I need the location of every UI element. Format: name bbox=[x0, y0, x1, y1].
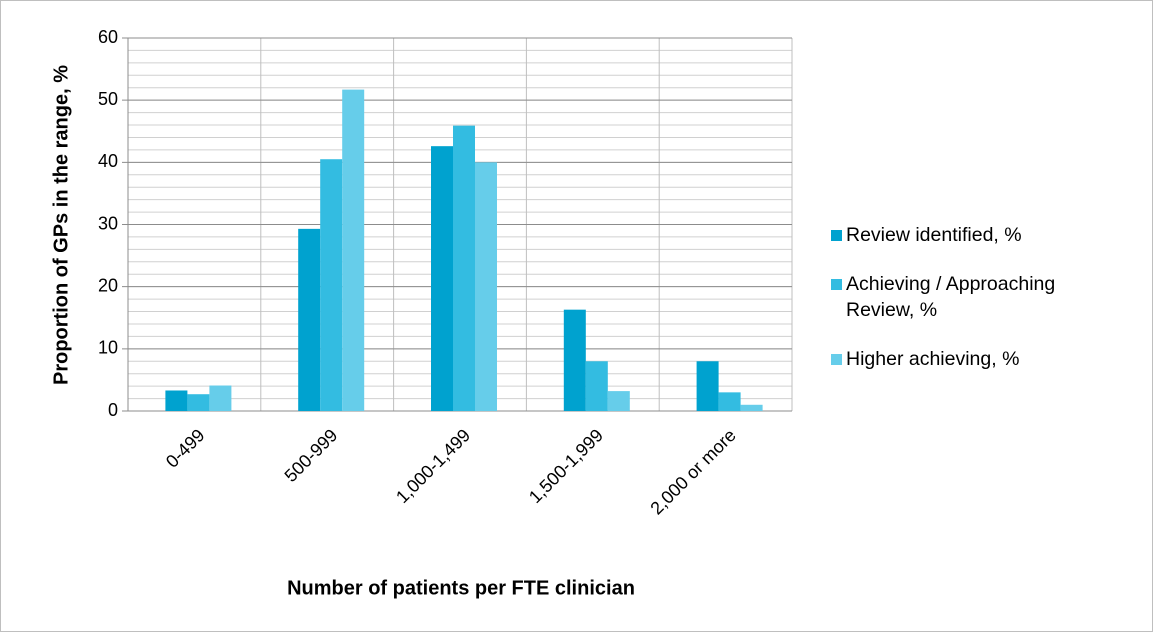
bar bbox=[298, 228, 321, 411]
legend-item: Achieving / Approaching Review, % bbox=[831, 271, 1116, 323]
legend-item: Review identified, % bbox=[831, 222, 1116, 248]
x-axis-title: Number of patients per FTE clinician bbox=[287, 577, 635, 599]
y-tick-label: 50 bbox=[98, 89, 118, 109]
bar bbox=[342, 89, 365, 412]
y-axis-title: Proportion of GPs in the range, % bbox=[50, 65, 72, 385]
y-tick-label: 0 bbox=[108, 400, 118, 420]
legend-swatch bbox=[831, 230, 842, 241]
bar bbox=[187, 394, 210, 411]
legend-swatch bbox=[831, 354, 842, 365]
legend-label: Higher achieving, % bbox=[846, 348, 1020, 370]
legend: Review identified, % Achieving / Approach… bbox=[831, 222, 1116, 395]
bar bbox=[740, 404, 763, 411]
y-tick-label: 30 bbox=[98, 213, 118, 233]
bar bbox=[718, 392, 741, 411]
bar bbox=[209, 385, 232, 411]
bar bbox=[431, 146, 453, 412]
y-tick-label: 20 bbox=[98, 275, 118, 295]
legend-label: Achieving / Approaching Review, % bbox=[846, 273, 1056, 321]
bar bbox=[563, 309, 586, 411]
bar bbox=[165, 390, 188, 411]
bar bbox=[320, 159, 343, 411]
y-tick-label: 40 bbox=[98, 151, 118, 171]
y-tick-label: 60 bbox=[98, 27, 118, 47]
legend-item: Higher achieving, % bbox=[831, 346, 1116, 372]
legend-swatch bbox=[831, 279, 842, 290]
bar bbox=[453, 125, 475, 411]
y-tick-label: 10 bbox=[98, 338, 118, 358]
bar bbox=[696, 361, 719, 411]
bar bbox=[475, 162, 497, 411]
bar bbox=[607, 391, 630, 411]
legend-label: Review identified, % bbox=[846, 224, 1022, 246]
bar bbox=[585, 361, 608, 411]
